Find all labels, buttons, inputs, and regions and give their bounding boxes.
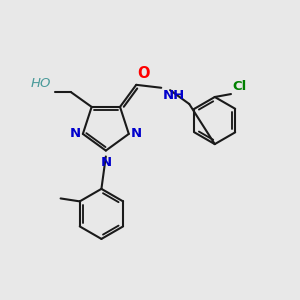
Text: N: N	[100, 156, 111, 169]
Text: O: O	[138, 66, 150, 81]
Text: Cl: Cl	[232, 80, 247, 93]
Text: NH: NH	[162, 89, 185, 102]
Text: N: N	[131, 128, 142, 140]
Text: HO: HO	[31, 77, 51, 90]
Text: N: N	[70, 128, 81, 140]
